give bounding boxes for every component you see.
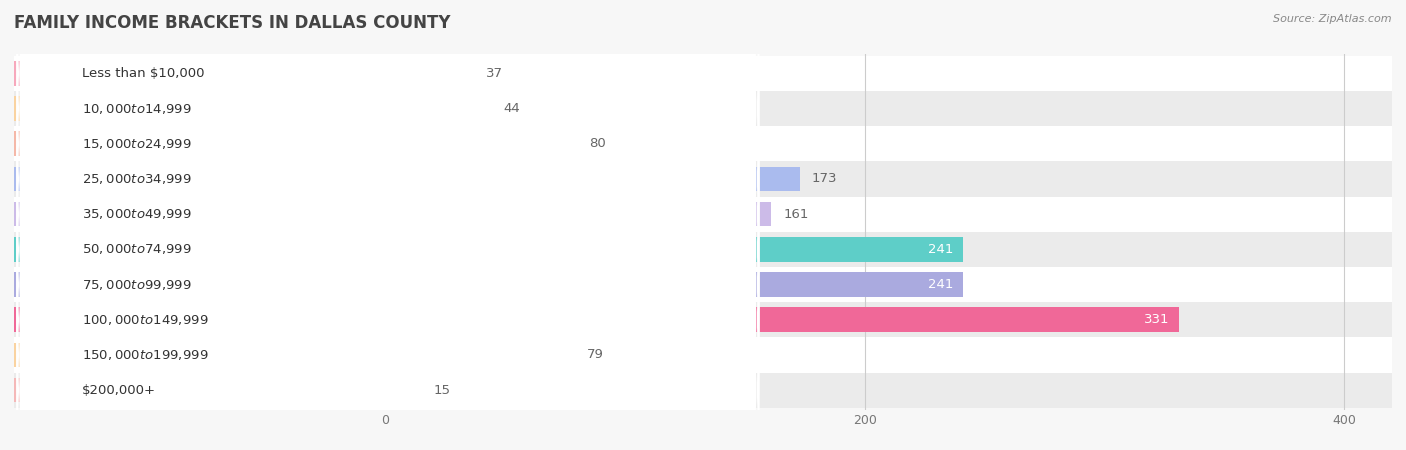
Bar	[14, 373, 1392, 408]
FancyBboxPatch shape	[17, 0, 759, 276]
Bar	[14, 166, 800, 191]
Bar	[14, 162, 1392, 197]
Bar	[14, 378, 422, 402]
Bar	[14, 237, 963, 261]
Bar	[14, 302, 1392, 338]
Bar	[14, 96, 491, 121]
Text: $35,000 to $49,999: $35,000 to $49,999	[82, 207, 191, 221]
Text: 44: 44	[503, 102, 520, 115]
Text: FAMILY INCOME BRACKETS IN DALLAS COUNTY: FAMILY INCOME BRACKETS IN DALLAS COUNTY	[14, 14, 450, 32]
Bar	[14, 342, 575, 367]
Bar	[14, 197, 1392, 232]
Text: 79: 79	[586, 348, 603, 361]
Text: $200,000+: $200,000+	[82, 384, 156, 396]
Bar	[14, 267, 1392, 302]
Text: $50,000 to $74,999: $50,000 to $74,999	[82, 243, 191, 256]
Bar	[14, 56, 1392, 91]
FancyBboxPatch shape	[17, 117, 759, 450]
FancyBboxPatch shape	[17, 47, 759, 381]
Text: 241: 241	[928, 243, 953, 256]
Text: 37: 37	[486, 67, 503, 80]
FancyBboxPatch shape	[17, 0, 759, 311]
Text: 161: 161	[783, 207, 808, 220]
Bar	[14, 61, 474, 86]
Text: 15: 15	[433, 384, 450, 396]
Text: Source: ZipAtlas.com: Source: ZipAtlas.com	[1274, 14, 1392, 23]
Text: $150,000 to $199,999: $150,000 to $199,999	[82, 348, 208, 362]
Bar	[14, 131, 578, 156]
Text: 80: 80	[589, 137, 606, 150]
Text: $15,000 to $24,999: $15,000 to $24,999	[82, 137, 191, 151]
Bar	[14, 202, 772, 226]
Text: $75,000 to $99,999: $75,000 to $99,999	[82, 278, 191, 292]
Text: $100,000 to $149,999: $100,000 to $149,999	[82, 313, 208, 327]
Text: $25,000 to $34,999: $25,000 to $34,999	[82, 172, 191, 186]
Bar	[14, 338, 1392, 373]
FancyBboxPatch shape	[17, 223, 759, 450]
Text: 331: 331	[1143, 313, 1168, 326]
FancyBboxPatch shape	[17, 82, 759, 416]
Bar	[14, 272, 963, 297]
Bar	[14, 91, 1392, 126]
Bar	[14, 126, 1392, 162]
Text: 241: 241	[928, 278, 953, 291]
Text: $10,000 to $14,999: $10,000 to $14,999	[82, 102, 191, 116]
Text: Less than $10,000: Less than $10,000	[82, 67, 204, 80]
FancyBboxPatch shape	[17, 188, 759, 450]
Bar	[14, 307, 1178, 332]
FancyBboxPatch shape	[17, 0, 759, 240]
Bar	[14, 232, 1392, 267]
FancyBboxPatch shape	[17, 153, 759, 450]
Text: 173: 173	[813, 172, 838, 185]
FancyBboxPatch shape	[17, 12, 759, 346]
